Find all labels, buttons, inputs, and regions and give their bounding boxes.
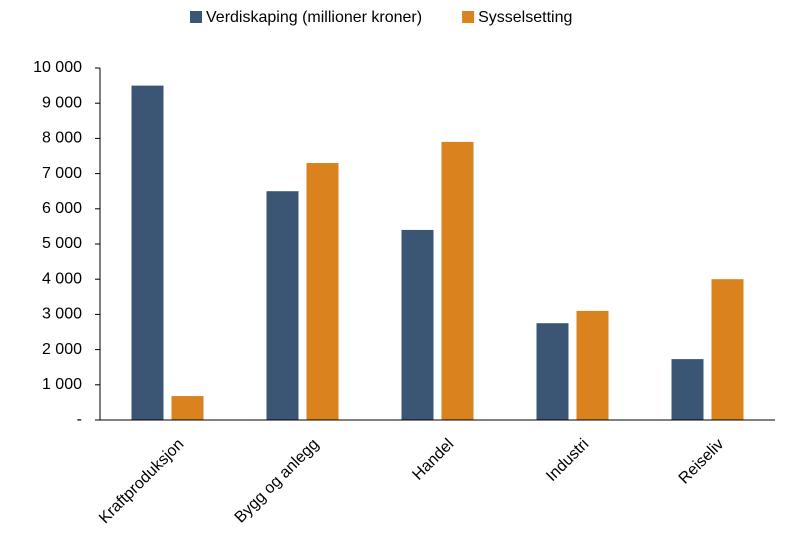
bar (266, 191, 299, 420)
x-tick-label: Industri (543, 436, 592, 485)
bar (131, 85, 164, 420)
bar (536, 323, 569, 420)
bar (711, 279, 744, 420)
y-tick-label: 10 000 (33, 59, 82, 76)
legend-label: Sysselsetting (478, 9, 572, 26)
y-tick-label: 8 000 (42, 130, 82, 147)
legend-swatch (462, 11, 475, 23)
y-tick-label: 1 000 (42, 376, 82, 393)
y-tick-label: 5 000 (42, 235, 82, 252)
x-tick-label: Kraftproduksjon (96, 436, 187, 527)
x-tick-label: Reiseliv (676, 436, 728, 488)
bar (401, 229, 434, 420)
y-tick-label: 4 000 (42, 270, 82, 287)
y-tick-label: 9 000 (42, 94, 82, 111)
x-tick-label: Handel (409, 436, 457, 484)
bar (441, 141, 474, 421)
bar (306, 163, 339, 421)
y-tick-label: 2 000 (42, 341, 82, 358)
legend-swatch (190, 11, 202, 23)
legend-label: Verdiskaping (millioner kroner) (206, 9, 422, 26)
y-tick-label: - (77, 411, 82, 428)
bar (171, 396, 204, 420)
y-tick-label: 7 000 (42, 165, 82, 182)
y-tick-label: 6 000 (42, 200, 82, 217)
x-tick-label: Bygg og anlegg (232, 436, 323, 527)
y-tick-label: 3 000 (42, 306, 82, 323)
bar (576, 310, 609, 420)
bar (671, 359, 704, 420)
